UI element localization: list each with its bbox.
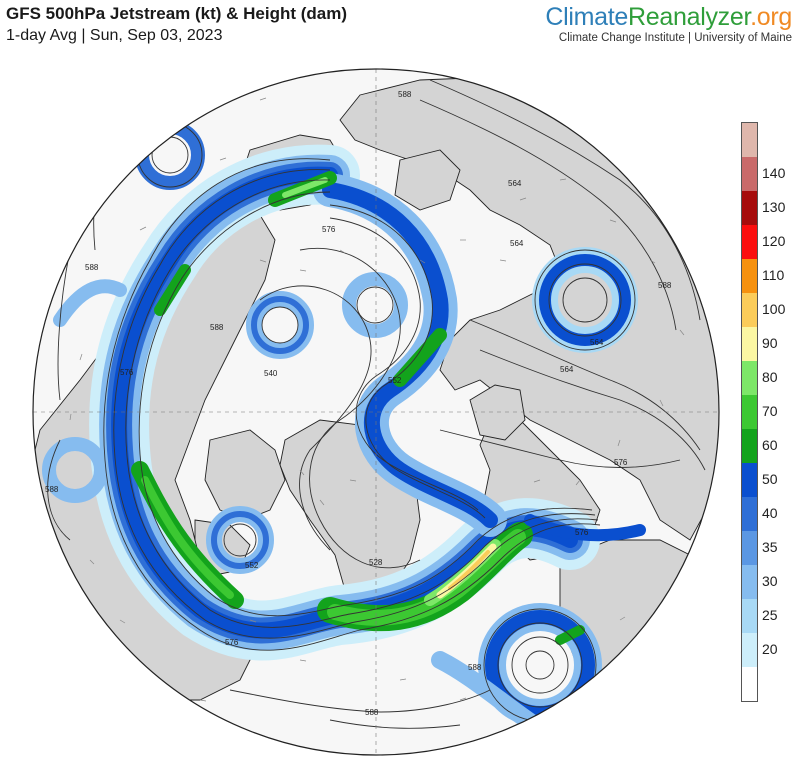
contour-label: 588	[210, 323, 224, 332]
contour-label: 576	[120, 368, 134, 377]
legend-tick-label: 25	[762, 607, 778, 623]
contour-label: 588	[365, 708, 379, 717]
legend-tick-label: 50	[762, 471, 778, 487]
legend-swatch	[742, 361, 757, 395]
contour-label: 588	[658, 281, 672, 290]
jet-stream-bands	[42, 120, 646, 749]
contour-labels: 588 576 564 552 540 528 588 576 564 588 576 564 588 5…	[45, 90, 672, 717]
wind-vectors	[69, 97, 685, 702]
contour-label: 528	[369, 558, 383, 567]
color-legend	[741, 122, 758, 702]
brand-logo-part3: .org	[750, 3, 792, 31]
brand-logo-part2: Reanalyzer	[628, 3, 751, 31]
map-subtitle: 1-day Avg | Sun, Sep 03, 2023	[6, 27, 223, 44]
legend-tick-label: 60	[762, 437, 778, 453]
legend-swatch	[742, 123, 757, 157]
legend-swatch	[742, 497, 757, 531]
legend-tick-label: 110	[762, 267, 785, 283]
legend-swatch	[742, 259, 757, 293]
legend-swatch	[742, 293, 757, 327]
brand-logo-part1: Climate	[545, 3, 629, 31]
contour-label: 588	[468, 663, 482, 672]
legend-swatch	[742, 463, 757, 497]
legend-swatch	[742, 191, 757, 225]
legend-swatch	[742, 565, 757, 599]
legend-tick-label: 140	[762, 165, 786, 181]
legend-swatch	[742, 225, 757, 259]
legend-tick-label: 90	[762, 335, 778, 351]
brand-tagline: Climate Change Institute | University of…	[558, 32, 792, 44]
contour-label: 588	[45, 485, 59, 494]
contour-label: 564	[508, 179, 522, 188]
globe-outline	[32, 68, 720, 756]
legend-swatch	[742, 429, 757, 463]
legend-swatch	[742, 667, 757, 701]
legend-tick-label: 30	[762, 573, 778, 589]
legend-swatch	[742, 531, 757, 565]
contour-label: 576	[575, 528, 589, 537]
contour-label: 576	[322, 225, 336, 234]
legend-tick-label: 40	[762, 505, 778, 521]
legend-tick-label: 120	[762, 233, 786, 249]
brand-logo[interactable]: ClimateReanalyzer.org	[545, 2, 792, 32]
legend-tick-label: 35	[762, 539, 778, 555]
legend-tick-label: 130	[762, 199, 786, 215]
contour-label: 552	[388, 376, 402, 385]
contour-label: 576	[614, 458, 628, 467]
contour-label: 564	[560, 365, 574, 374]
contour-label: 564	[510, 239, 524, 248]
legend-swatch	[742, 327, 757, 361]
contour-label: 588	[398, 90, 412, 99]
contour-label: 552	[245, 561, 259, 570]
legend-tick-label: 100	[762, 301, 786, 317]
legend-tick-label: 20	[762, 641, 778, 657]
graticule	[33, 69, 719, 755]
contour-label: 588	[85, 263, 99, 272]
legend-tick-label: 80	[762, 369, 778, 385]
contour-label: 540	[264, 369, 278, 378]
legend-swatch	[742, 395, 757, 429]
legend-swatch	[742, 599, 757, 633]
contour-label: 564	[590, 338, 604, 347]
map-title: GFS 500hPa Jetstream (kt) & Height (dam)	[6, 4, 348, 23]
brand-block: ClimateReanalyzer.org Climate Change Ins…	[545, 2, 792, 44]
legend-swatch	[742, 157, 757, 191]
legend-tick-label: 70	[762, 403, 778, 419]
contour-label: 576	[225, 638, 239, 647]
legend-swatch	[742, 633, 757, 667]
